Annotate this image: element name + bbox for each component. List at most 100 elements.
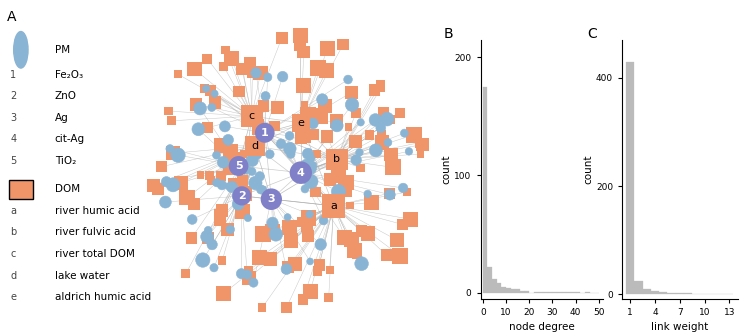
Bar [349, 135, 361, 148]
Bar [227, 152, 240, 165]
Bar [385, 159, 401, 175]
Bar [281, 302, 292, 313]
Circle shape [315, 239, 326, 250]
Bar [562, 292, 566, 293]
Bar [302, 284, 317, 299]
Bar [351, 108, 361, 118]
Bar [668, 293, 676, 294]
Bar [223, 144, 238, 160]
Text: d: d [10, 271, 16, 281]
Circle shape [249, 278, 258, 287]
Text: 1: 1 [10, 70, 16, 80]
Circle shape [310, 162, 317, 169]
Bar [294, 38, 306, 51]
FancyBboxPatch shape [9, 180, 33, 199]
Bar [487, 267, 492, 293]
Bar [301, 220, 313, 232]
Text: river total DOM: river total DOM [55, 249, 135, 259]
Bar [345, 86, 358, 99]
Bar [566, 292, 571, 293]
Circle shape [162, 177, 171, 187]
Bar [297, 217, 308, 227]
Circle shape [370, 114, 381, 126]
Bar [180, 190, 194, 205]
Bar [167, 116, 177, 125]
Circle shape [285, 131, 294, 140]
Bar [253, 66, 267, 80]
Bar [252, 250, 267, 265]
Circle shape [307, 154, 315, 162]
Bar [330, 114, 343, 127]
Bar [516, 290, 520, 293]
Circle shape [256, 147, 264, 156]
Bar [301, 108, 314, 121]
Bar [627, 61, 635, 294]
Text: c: c [10, 249, 16, 259]
Bar [288, 257, 302, 271]
Circle shape [200, 230, 214, 243]
Bar [214, 138, 229, 153]
Bar [390, 233, 404, 247]
Bar [393, 248, 408, 264]
Circle shape [229, 156, 248, 176]
Bar [221, 46, 229, 54]
Bar [585, 292, 589, 293]
Text: Ag: Ag [55, 113, 69, 123]
Bar [321, 130, 334, 143]
Bar [292, 114, 310, 132]
Circle shape [308, 118, 318, 129]
Bar [221, 223, 234, 236]
Bar [236, 63, 248, 75]
Circle shape [223, 134, 233, 145]
Text: ZnO: ZnO [55, 91, 77, 101]
Bar [326, 148, 347, 170]
Bar [497, 284, 501, 293]
Circle shape [319, 216, 328, 225]
Circle shape [208, 103, 216, 112]
Circle shape [166, 178, 180, 192]
Circle shape [166, 144, 174, 153]
Bar [296, 78, 311, 93]
Circle shape [13, 32, 28, 68]
Bar [361, 226, 375, 241]
Bar [271, 101, 284, 114]
Circle shape [355, 257, 368, 271]
Bar [384, 188, 396, 199]
Bar [310, 60, 326, 76]
Circle shape [196, 253, 210, 267]
Text: 1: 1 [261, 128, 269, 138]
Circle shape [259, 186, 267, 194]
Circle shape [304, 174, 318, 189]
X-axis label: node degree: node degree [509, 322, 575, 332]
Bar [265, 224, 280, 239]
Bar [325, 293, 333, 301]
Bar [501, 287, 506, 293]
Bar [294, 131, 307, 144]
Bar [153, 183, 165, 195]
Bar [377, 84, 385, 92]
Text: 5: 5 [235, 161, 242, 171]
Bar [207, 176, 215, 185]
Circle shape [210, 264, 218, 272]
Bar [386, 115, 396, 124]
Text: 3: 3 [267, 194, 275, 204]
Text: d: d [251, 141, 259, 151]
Text: 4: 4 [297, 168, 305, 178]
Circle shape [236, 269, 247, 279]
Bar [203, 122, 213, 133]
Bar [506, 288, 510, 293]
Bar [417, 150, 424, 158]
Bar [216, 286, 231, 301]
Bar [651, 291, 659, 294]
Circle shape [265, 150, 274, 159]
Bar [339, 184, 352, 197]
Bar [395, 108, 405, 118]
Bar [174, 176, 188, 190]
Bar [217, 171, 226, 181]
Bar [376, 130, 386, 140]
Bar [276, 32, 288, 44]
Circle shape [261, 92, 270, 101]
Circle shape [249, 176, 262, 190]
Circle shape [317, 94, 328, 105]
Bar [148, 179, 160, 192]
